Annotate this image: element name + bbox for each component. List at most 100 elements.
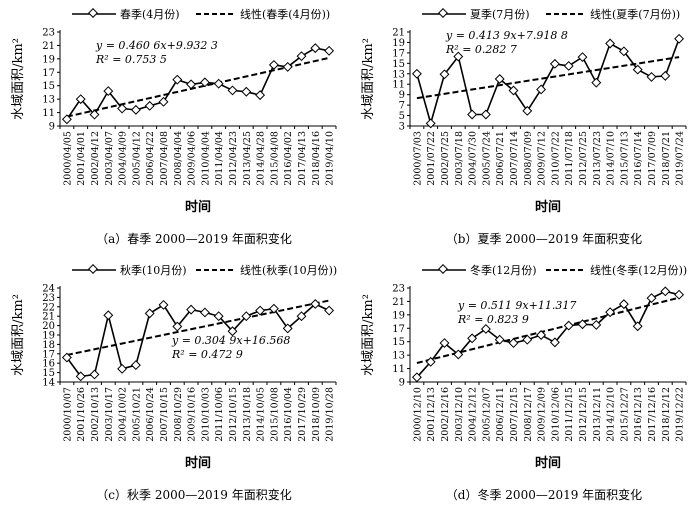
series-line (416, 38, 680, 127)
x-tick-label: 2001/04/01 (76, 131, 87, 186)
data-point (549, 58, 560, 69)
y-tick-label: 16 (42, 359, 55, 370)
x-tick-label: 2009/07/12 (537, 131, 548, 186)
y-axis-title: 水域面积/km² (11, 294, 26, 376)
data-point (508, 338, 519, 349)
legend-series-marker (438, 264, 448, 274)
data-point (439, 69, 450, 80)
x-tick-label: 2014/07/10 (606, 131, 617, 186)
y-tick-label: 5 (399, 111, 405, 122)
data-point (61, 352, 72, 363)
x-tick-label: 2002/12/16 (440, 387, 451, 442)
data-point (103, 86, 114, 97)
data-point (674, 33, 685, 44)
x-tick-label: 2006/10/24 (145, 387, 156, 442)
data-point (61, 114, 72, 125)
x-tick-label: 2019/12/22 (675, 387, 686, 442)
x-tick-label: 2016/04/02 (283, 131, 294, 186)
data-point (425, 356, 436, 367)
trend-equation: y = 0.460 6x+9.932 3 (95, 39, 218, 52)
x-tick-label: 2003/12/10 (454, 387, 465, 442)
x-tick-label: 2004/07/30 (468, 131, 479, 186)
data-point (536, 330, 547, 340)
caption: （a）春季 2000—2019 年面积变化 (96, 231, 292, 246)
legend: 冬季(12月份) 线性(冬季(12月份)) (422, 263, 687, 277)
y-tick-label: 21 (392, 297, 405, 308)
data-point (282, 61, 293, 72)
data-point (660, 286, 671, 297)
y-tick-label: 13 (392, 69, 405, 80)
x-tick-label: 2008/10/29 (173, 387, 184, 442)
y-tick-label: 11 (392, 364, 405, 375)
data-point (508, 85, 519, 96)
y-axis-title: 水域面积/km² (361, 294, 376, 376)
y-tick-label: 15 (392, 59, 405, 70)
data-point (310, 43, 321, 54)
data-point (411, 68, 422, 79)
data-point (296, 51, 307, 62)
x-tick-label: 2004/10/02 (118, 387, 129, 442)
x-tick-label: 2003/07/18 (454, 131, 465, 186)
trend-r2: R² = 0.472 9 (171, 348, 243, 361)
data-point (144, 100, 155, 111)
x-tick-label: 2006/12/11 (495, 387, 506, 442)
data-point (646, 293, 657, 304)
caption: （b）夏季 2000—2019 年面积变化 (446, 231, 642, 246)
data-point (158, 96, 169, 107)
data-point (75, 371, 86, 382)
data-point (467, 109, 478, 120)
x-tick-label: 2015/04/08 (269, 131, 280, 186)
y-tick-label: 17 (392, 324, 405, 335)
data-point (411, 372, 422, 383)
x-tick-label: 2016/07/14 (633, 131, 644, 186)
x-axis-title: 时间 (185, 455, 211, 471)
data-point (89, 109, 100, 120)
x-tick-label: 2009/10/16 (187, 387, 198, 442)
x-tick-label: 2004/12/12 (468, 387, 479, 442)
chart-svg: 春季(4月份) 线性(春季(4月份)) 9 11 13 15 17 19 21 23 2000/04… (11, 7, 337, 246)
x-tick-label: 2006/04/22 (145, 131, 156, 186)
x-tick-label: 2010/04/04 (200, 131, 211, 186)
legend-trend-label: 线性(夏季(7月份)) (590, 7, 680, 21)
data-point (591, 77, 602, 88)
panel-summer: 夏季(7月份) 线性(夏季(7月份)) 3 5 7 9 11 13 15 17 19 21 2000/0… (350, 0, 700, 255)
x-tick-label: 2001/10/26 (76, 387, 87, 442)
data-point (618, 299, 629, 310)
x-tick-label: 2004/04/09 (118, 131, 129, 186)
trend-equation: y = 0.413 9x+7.918 8 (445, 29, 568, 42)
y-tick-label: 17 (392, 48, 405, 59)
y-tick-label: 21 (42, 312, 55, 323)
trendline (416, 56, 680, 100)
x-tick-label: 2012/04/23 (228, 131, 239, 186)
y-tick-label: 9 (399, 378, 405, 389)
y-tick-label: 15 (42, 368, 55, 379)
data-point (130, 360, 141, 371)
panel-winter: 冬季(12月份) 线性(冬季(12月份)) 9 11 13 15 17 19 21 23 2000/… (350, 256, 700, 511)
chart-svg: 秋季(10月份) 线性(秋季(10月份)) 14151617181920212223… (11, 263, 337, 502)
y-tick-label: 21 (42, 41, 55, 52)
x-tick-label: 2002/04/12 (90, 131, 101, 186)
x-tick-label: 2011/12/15 (564, 387, 575, 442)
data-point (577, 319, 588, 330)
y-tick-label: 23 (42, 28, 55, 39)
data-point (75, 94, 86, 105)
x-tick-label: 2014/04/28 (256, 131, 267, 186)
data-point (605, 38, 616, 49)
data-point (425, 118, 436, 129)
x-tick-label: 2018/12/12 (661, 387, 672, 442)
y-tick-label: 19 (42, 54, 55, 65)
x-tick-label: 2000/04/05 (62, 131, 73, 186)
legend-series-marker (438, 8, 448, 18)
y-tick-label: 17 (42, 349, 55, 360)
data-point (186, 79, 197, 90)
x-tick-label: 2009/12/09 (537, 387, 548, 442)
x-tick-label: 2007/12/15 (509, 387, 520, 442)
x-tick-label: 2013/07/23 (592, 131, 603, 186)
y-axis-title: 水域面积/km² (361, 38, 376, 120)
y-tick-label: 22 (42, 302, 55, 313)
x-tick-label: 2006/07/21 (495, 131, 506, 186)
x-tick-label: 2017/10/29 (297, 387, 308, 442)
data-point (227, 85, 238, 96)
